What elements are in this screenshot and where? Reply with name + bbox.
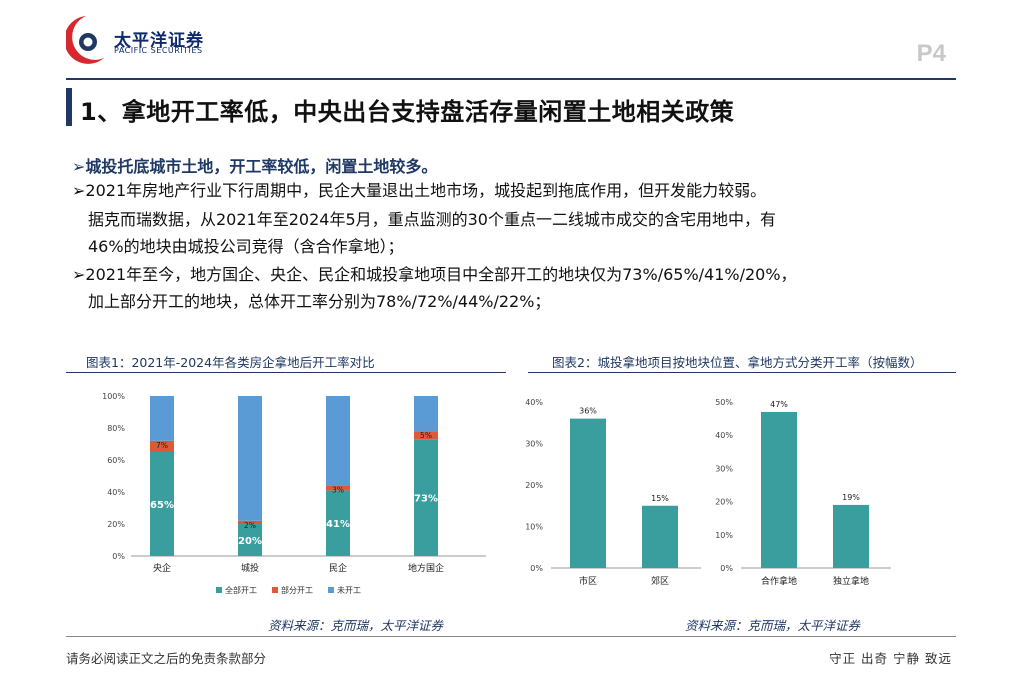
bar-segment <box>326 485 350 491</box>
legend-label: 未开工 <box>337 585 361 595</box>
bar-segment <box>326 490 350 556</box>
title-accent-bar <box>66 88 72 126</box>
data-label: 7% <box>156 441 168 450</box>
legend-swatch <box>216 587 222 593</box>
y-tick-label: 0% <box>112 552 125 561</box>
data-label: 2% <box>244 521 256 530</box>
y-tick-label: 0% <box>720 564 733 573</box>
bullet-text: 2021年房地产行业下行周期中，民企大量退出土地市场，城投起到拖底作用，但开发能… <box>85 181 767 200</box>
data-label: 3% <box>332 486 344 495</box>
method-bar-chart: 0% 10% 20% 30% 40% 50% 47% 合作拿地 19% 独立拿地 <box>715 398 891 587</box>
logo-text-cn: 太平洋证券 <box>114 31 204 51</box>
bar <box>570 418 606 568</box>
data-label: 41% <box>326 519 350 530</box>
bullet-arrow-icon: ➢ <box>72 157 86 176</box>
disclaimer-note: 请务必阅读正文之后的免责条款部分 <box>66 651 267 666</box>
y-tick-label: 10% <box>715 531 733 540</box>
page-number: P4 <box>916 40 946 67</box>
bullet-continuation: 46%的地块由城投公司竞得（含合作拿地）； <box>88 237 404 256</box>
y-tick-label: 60% <box>107 456 125 465</box>
y-tick-label: 20% <box>715 498 733 507</box>
bar <box>833 504 869 568</box>
figure-1-source: 资料来源：克而瑞，太平洋证券 <box>268 618 444 633</box>
y-tick-label: 40% <box>525 398 543 407</box>
y-tick-label: 40% <box>107 488 125 497</box>
bar-segment <box>326 396 350 486</box>
bullet-continuation: 加上部分开工的地块，总体开工率分别为78%/72%/44%/22%； <box>88 292 551 311</box>
logo-text-en: PACIFIC SECURITIES <box>114 46 203 55</box>
bullet-heading: ➢城投托底城市土地，开工率较低，闲置土地较多。 <box>72 156 437 178</box>
x-tick-label: 市区 <box>579 575 597 587</box>
bar <box>761 411 797 568</box>
legend-label: 全部开工 <box>225 585 257 595</box>
x-tick-label: 央企 <box>153 562 171 574</box>
bar-segment <box>414 396 438 432</box>
figure-2-divider <box>528 372 956 373</box>
x-tick-label: 郊区 <box>651 575 669 587</box>
bar-segment <box>150 440 174 452</box>
location-bar-chart: 0% 10% 20% 30% 40% 36% 市区 15% 郊区 <box>525 398 701 587</box>
company-motto: 守正 出奇 宁静 致远 <box>829 651 952 666</box>
y-tick-label: 40% <box>715 431 733 440</box>
bullet-text: 城投托底城市土地，开工率较低，闲置土地较多。 <box>85 157 438 176</box>
x-tick-label: 城投 <box>241 562 259 574</box>
data-label: 5% <box>420 431 432 440</box>
legend-label: 部分开工 <box>281 585 313 595</box>
figure-2-source: 资料来源：克而瑞，太平洋证券 <box>685 618 861 633</box>
figure-1-title: 图表1：2021年-2024年各类房企拿地后开工率对比 <box>86 355 375 370</box>
bar-segment <box>238 396 262 521</box>
y-tick-label: 10% <box>525 523 543 532</box>
bar <box>642 505 678 568</box>
figure-2-title: 图表2：城投拿地项目按地块位置、拿地方式分类开工率（按幅数） <box>552 355 923 370</box>
bullet-item: ➢2021年至今，地方国企、央企、民企和城投拿地项目中全部开工的地块仅为73%/… <box>72 264 797 286</box>
data-label: 36% <box>579 407 597 416</box>
bar-segment <box>238 524 262 556</box>
page-title: 1、拿地开工率低，中央出台支持盘活存量闲置土地相关政策 <box>80 98 735 126</box>
y-tick-label: 80% <box>107 424 125 433</box>
data-label: 15% <box>651 494 669 503</box>
bar-segment <box>150 452 174 556</box>
data-label: 19% <box>842 493 860 502</box>
footer-divider <box>66 636 956 637</box>
header-divider <box>66 78 956 80</box>
legend-swatch <box>272 587 278 593</box>
x-tick-label: 独立拿地 <box>833 575 869 587</box>
data-label: 20% <box>238 536 262 547</box>
x-tick-label: 地方国企 <box>408 562 444 574</box>
legend-swatch <box>328 587 334 593</box>
x-tick-label: 民企 <box>329 562 347 574</box>
bullet-continuation: 据克而瑞数据，从2021年至2024年5月，重点监测的30个重点一二线城市成交的… <box>88 210 776 229</box>
y-tick-label: 20% <box>525 481 543 490</box>
stacked-bar-chart: 0% 20% 40% 60% 80% 100% 央企 65% 7% 城投 20% 2% 民企 41% 3% 地… <box>102 392 486 595</box>
bar-segment <box>150 396 174 441</box>
bullet-arrow-icon: ➢ <box>72 265 86 284</box>
data-label: 73% <box>414 494 438 505</box>
y-tick-label: 100% <box>102 392 125 401</box>
y-tick-label: 0% <box>530 564 543 573</box>
bullet-text: 2021年至今，地方国企、央企、民企和城投拿地项目中全部开工的地块仅为73%/6… <box>85 265 797 284</box>
data-label: 47% <box>770 400 788 409</box>
data-label: 65% <box>150 500 174 511</box>
y-tick-label: 30% <box>715 464 733 473</box>
y-tick-label: 20% <box>107 520 125 529</box>
y-tick-label: 30% <box>525 440 543 449</box>
bar-segment <box>414 431 438 440</box>
figure-1-divider <box>66 372 506 373</box>
x-tick-label: 合作拿地 <box>761 575 797 587</box>
bullet-item: ➢2021年房地产行业下行周期中，民企大量退出土地市场，城投起到拖底作用，但开发… <box>72 180 766 202</box>
company-logo-icon <box>66 16 104 64</box>
bar-segment <box>238 520 262 524</box>
bullet-arrow-icon: ➢ <box>72 181 86 200</box>
bar-segment <box>414 439 438 556</box>
y-tick-label: 50% <box>715 398 733 407</box>
